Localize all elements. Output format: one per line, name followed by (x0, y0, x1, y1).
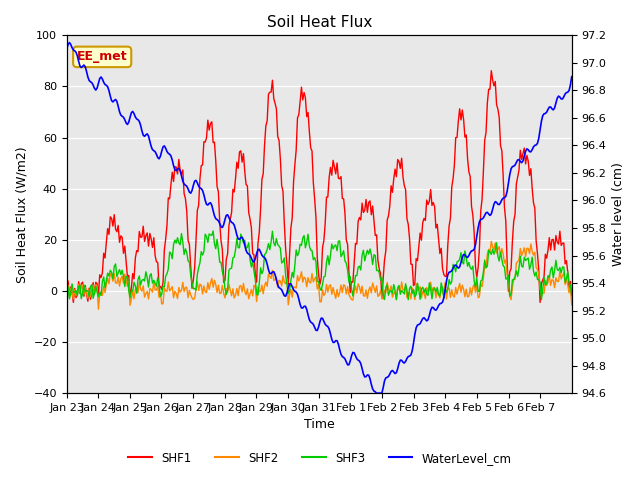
SHF3 (568, 292, 575, 298)
WaterLevel_cm (81, 64, 89, 70)
WaterLevel_cm (63, 46, 70, 52)
SHF2 (63, 288, 70, 293)
SHF1 (568, 294, 575, 300)
Y-axis label: Water level (cm): Water level (cm) (612, 162, 625, 266)
Line: SHF3: SHF3 (67, 231, 572, 300)
SHF2 (80, 291, 88, 297)
Legend: SHF1, SHF2, SHF3, WaterLevel_cm: SHF1, SHF2, SHF3, WaterLevel_cm (124, 447, 516, 469)
SHF2 (566, 282, 574, 288)
SHF2 (324, 289, 332, 295)
SHF1 (536, 300, 544, 305)
Line: SHF1: SHF1 (67, 71, 572, 302)
SHF3 (324, 253, 332, 259)
SHF2 (97, 291, 105, 297)
SHF2 (488, 239, 495, 244)
WaterLevel_cm (500, 195, 508, 201)
WaterLevel_cm (324, 324, 332, 329)
SHF3 (63, 291, 70, 297)
SHF1 (63, 283, 70, 288)
WaterLevel_cm (65, 40, 73, 46)
SHF1 (96, 272, 104, 278)
WaterLevel_cm (97, 74, 105, 80)
Line: SHF2: SHF2 (67, 241, 572, 309)
Y-axis label: Soil Heat Flux (W/m2): Soil Heat Flux (W/m2) (15, 146, 28, 283)
WaterLevel_cm (566, 82, 574, 88)
SHF3 (500, 264, 508, 270)
SHF1 (566, 278, 574, 284)
SHF2 (424, 289, 432, 295)
Line: WaterLevel_cm: WaterLevel_cm (67, 43, 572, 393)
SHF3 (426, 280, 433, 286)
SHF2 (95, 306, 102, 312)
WaterLevel_cm (568, 74, 575, 80)
SHF3 (209, 228, 217, 234)
WaterLevel_cm (372, 390, 380, 396)
SHF1 (423, 197, 431, 203)
WaterLevel_cm (426, 312, 433, 318)
SHF1 (323, 194, 330, 200)
SHF2 (568, 302, 575, 308)
Title: Soil Heat Flux: Soil Heat Flux (267, 15, 372, 30)
SHF3 (80, 282, 88, 288)
SHF2 (500, 260, 508, 266)
SHF3 (566, 283, 574, 288)
SHF3 (392, 297, 400, 302)
SHF1 (80, 293, 88, 299)
X-axis label: Time: Time (304, 419, 335, 432)
SHF1 (488, 68, 495, 73)
Text: EE_met: EE_met (77, 50, 127, 63)
SHF1 (499, 173, 507, 179)
SHF3 (96, 289, 104, 295)
